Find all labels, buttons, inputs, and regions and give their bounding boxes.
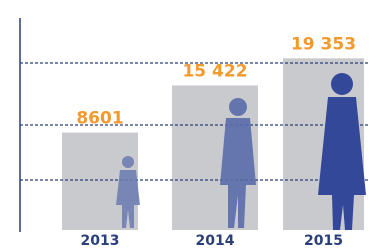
x-tick-label: 2013 (81, 233, 120, 249)
x-tick-label: 2014 (196, 233, 235, 249)
value-label: 15 422 (182, 61, 247, 81)
x-tick-label: 2015 (304, 233, 343, 249)
chart: 8601 2013 15 422 2014 19 353 2015 (0, 0, 370, 251)
bars (62, 58, 364, 230)
value-label: 19 353 (291, 34, 356, 54)
value-label: 8601 (76, 109, 123, 129)
